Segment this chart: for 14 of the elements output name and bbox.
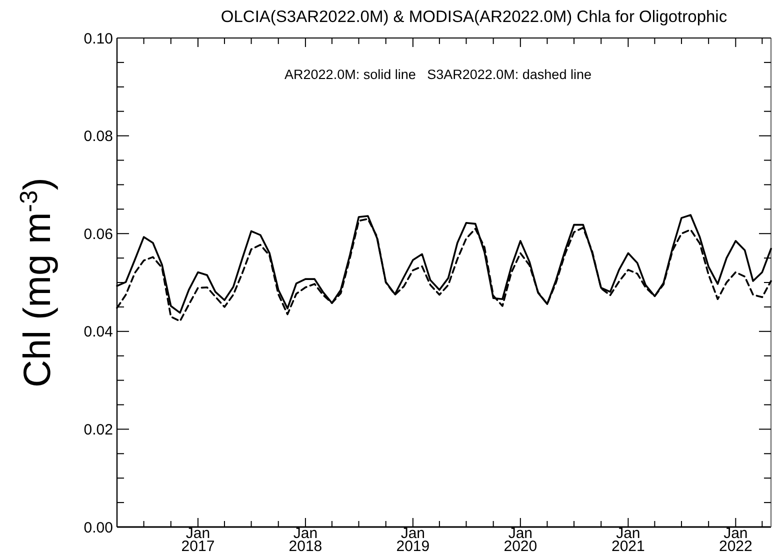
annotation: AR2022.0M: solid line S3AR2022.0M: dashed line	[284, 67, 592, 82]
x-tick-label: Jan 2022	[718, 525, 752, 555]
x-tick-label: Jan 2018	[288, 525, 322, 555]
y-tick-label: 0.04	[84, 324, 113, 341]
x-tick-label: Jan 2020	[504, 525, 538, 555]
x-tick-label: Jan 2017	[181, 525, 215, 555]
x-tick-label: Jan 2019	[396, 525, 430, 555]
y-tick-label: 0.00	[84, 519, 113, 536]
y-tick-label: 0.06	[84, 226, 113, 243]
y-tick-label: 0.10	[84, 30, 113, 48]
y-tick-label: 0.02	[84, 421, 113, 438]
chart-title: OLCIA(S3AR2022.0M) & MODISA(AR2022.0M) Chla for Oligotrophic	[220, 8, 728, 26]
x-tick-label: Jan 2021	[612, 525, 645, 555]
y-tick-label: 0.08	[84, 128, 113, 146]
